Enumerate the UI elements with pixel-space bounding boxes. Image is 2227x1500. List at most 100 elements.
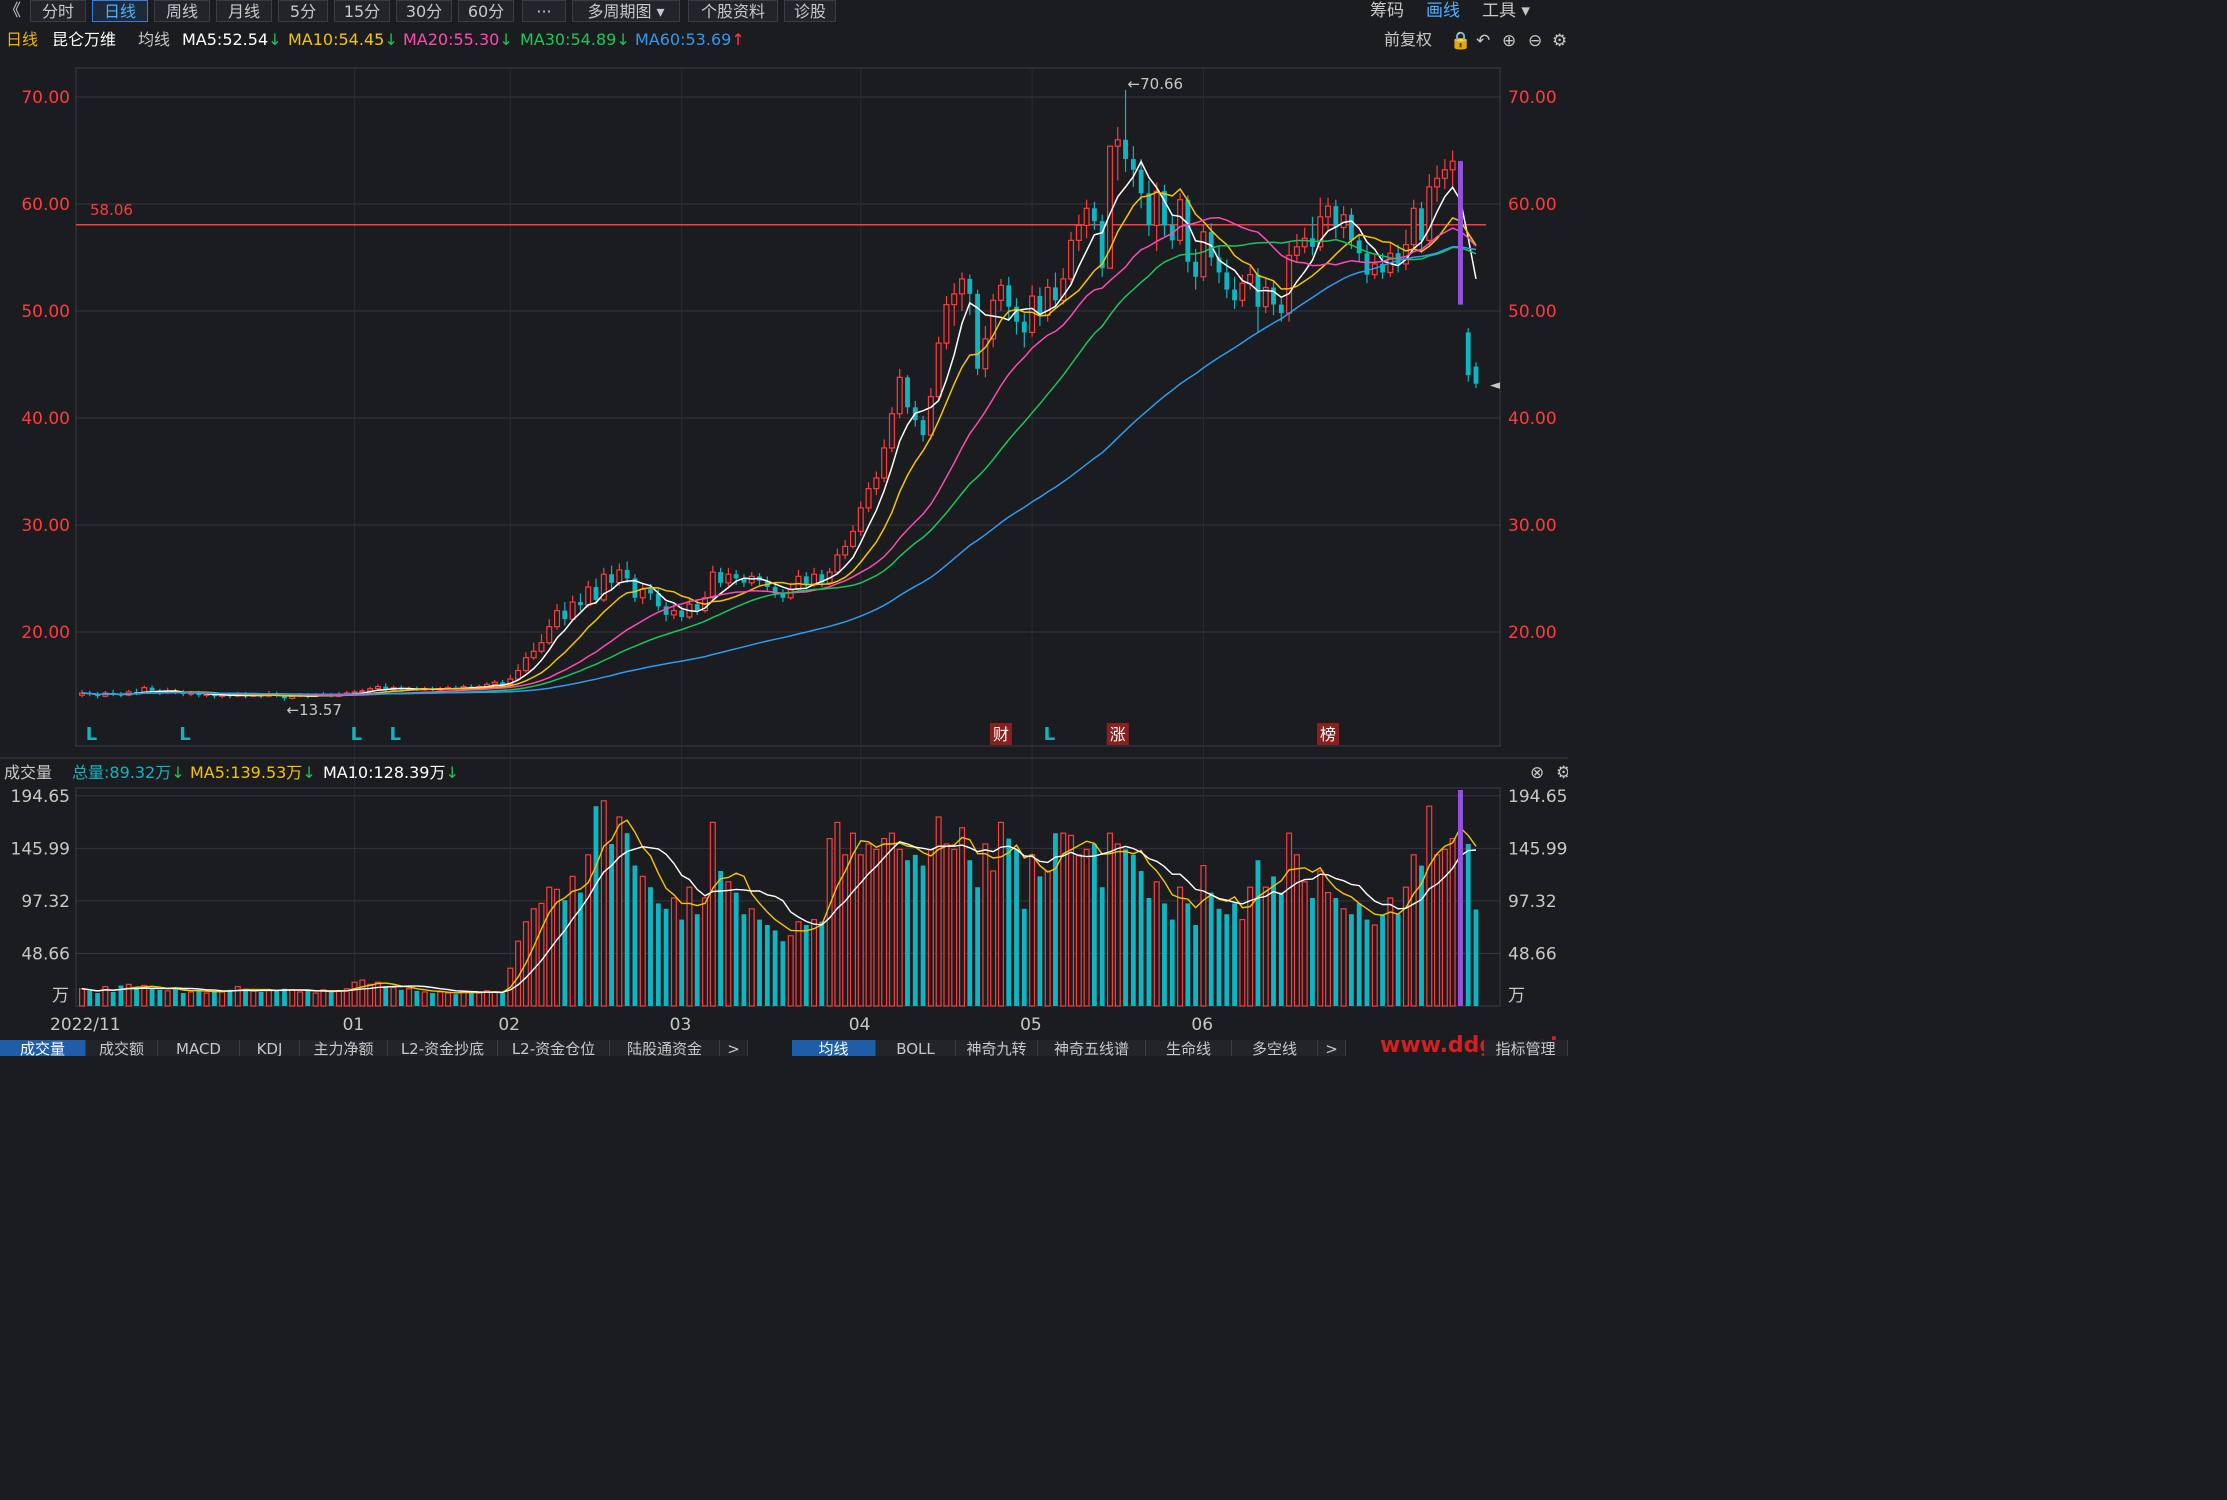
volume-bar — [445, 992, 452, 1007]
volume-bar — [920, 865, 926, 1006]
tab-10[interactable]: 个股资料 — [688, 0, 778, 22]
volume-tick-right: 97.32 — [1508, 892, 1557, 912]
lock-icon[interactable]: 🔒 — [1450, 31, 1471, 51]
tab-1[interactable]: 日线 — [92, 0, 148, 22]
indicator-tab-2[interactable]: MACD — [158, 1040, 240, 1056]
zoom-out-icon[interactable]: ⊖ — [1528, 31, 1542, 51]
indicator-tab-3[interactable]: KDJ — [240, 1040, 300, 1056]
candle-body — [538, 642, 545, 652]
volume-bar — [772, 930, 778, 1006]
undo-icon[interactable]: ↶ — [1476, 31, 1490, 51]
volume-bar — [943, 843, 950, 1007]
tab-7[interactable]: 60分 — [458, 0, 514, 22]
indicator-tab-0[interactable]: 成交量 — [0, 1040, 86, 1056]
price-tick-left: 20.00 — [21, 623, 70, 643]
chevron-right-icon[interactable]: > — [720, 1040, 748, 1056]
toolbar-right-2[interactable]: 工具 ▾ — [1482, 1, 1530, 21]
tab-4[interactable]: 5分 — [278, 0, 328, 22]
toolbar-right-0[interactable]: 筹码 — [1370, 1, 1404, 21]
candle — [1441, 159, 1448, 190]
overlay-tab-1[interactable]: BOLL — [876, 1040, 956, 1056]
tab-2[interactable]: 周线 — [154, 0, 210, 22]
volume-bar — [1364, 919, 1370, 1006]
candle — [834, 548, 841, 575]
candle-body — [1364, 253, 1370, 275]
tab-0[interactable]: 分时 — [30, 0, 86, 22]
volume-bar — [803, 925, 809, 1006]
candle — [1060, 268, 1067, 305]
tab-9[interactable]: 多周期图 ▾ — [572, 0, 680, 22]
price-panel-frame — [75, 67, 1501, 747]
volume-bar — [538, 902, 545, 1007]
adjust-mode[interactable]: 前复权 — [1384, 30, 1433, 49]
indicator-tab-6[interactable]: L2-资金仓位 — [498, 1040, 610, 1056]
close-icon[interactable]: ⊗ — [1530, 763, 1544, 783]
candle-body — [383, 686, 389, 690]
period-toolbar: 《分时 日线 周线 月线 5分 15分 30分 60分 ··· 多周期图 ▾ 个股资料 诊股 筹码 画线 工… — [0, 0, 1568, 24]
candle — [585, 580, 592, 608]
candle-body — [359, 690, 366, 693]
tab-8[interactable]: ··· — [522, 0, 566, 22]
volume-bar — [367, 983, 374, 1007]
volume-bar — [243, 988, 248, 1006]
chevron-right-icon[interactable]: > — [1318, 1040, 1346, 1056]
volume-bar — [1419, 865, 1424, 1006]
tab-5[interactable]: 15分 — [334, 0, 390, 22]
indicator-tab-5[interactable]: L2-资金抄底 — [388, 1040, 498, 1056]
candle-body — [733, 574, 739, 579]
candle — [577, 593, 583, 611]
volume-bar — [967, 860, 973, 1006]
settings-icon[interactable]: ⚙ — [1552, 31, 1567, 51]
volume-bar — [632, 865, 638, 1006]
settings-icon[interactable]: ⚙ — [1556, 763, 1568, 783]
candle — [1310, 216, 1315, 256]
candle — [927, 388, 934, 440]
volume-bar — [1146, 898, 1152, 1006]
overlay-tab-4[interactable]: 生命线 — [1146, 1040, 1232, 1056]
volume-bar — [912, 854, 918, 1006]
candle-body — [1099, 221, 1105, 269]
candle-body — [196, 692, 202, 696]
ma-group-label[interactable]: 均线 — [138, 30, 171, 49]
candle — [741, 574, 747, 588]
volume-bar — [453, 994, 459, 1006]
highlight-candle — [1458, 161, 1463, 305]
toolbar-right-1[interactable]: 画线 — [1426, 1, 1460, 21]
volume-bar — [686, 886, 693, 1007]
kline-chart[interactable]: 70.00 70.00 60.00 60.00 50.00 50.00 40.00 40.00… — [0, 0, 1568, 1056]
volume-bar — [927, 848, 934, 1007]
candle — [554, 604, 561, 630]
indicator-manage-button[interactable]: 指标管理 — [1484, 1040, 1568, 1056]
down-arrow-icon: ↓ — [171, 763, 185, 782]
volume-bar — [1224, 914, 1230, 1006]
candle — [951, 283, 958, 326]
tab-3[interactable]: 月线 — [216, 0, 272, 22]
indicator-tab-4[interactable]: 主力净额 — [300, 1040, 388, 1056]
overlay-tab-3[interactable]: 神奇五线谱 — [1038, 1040, 1146, 1056]
candle-body — [709, 571, 716, 599]
ma60-line — [81, 245, 1477, 696]
volume-bar — [1014, 849, 1019, 1006]
candle — [780, 589, 786, 603]
indicator-tab-7[interactable]: 陆股通资金 — [610, 1040, 720, 1056]
volume-tick-left: 48.66 — [21, 944, 70, 964]
overlay-tab-0[interactable]: 均线 — [792, 1040, 876, 1056]
volume-bar — [1278, 892, 1284, 1006]
volume-bar — [1293, 854, 1300, 1007]
overlay-tab-2[interactable]: 神奇九转 — [956, 1040, 1038, 1056]
tab-6[interactable]: 30分 — [396, 0, 452, 22]
candle-body — [1014, 306, 1019, 322]
chevron-left-icon[interactable]: 《 — [4, 1, 21, 21]
candle — [865, 482, 872, 513]
tab-11[interactable]: 诊股 — [784, 0, 836, 22]
candle-body — [694, 604, 700, 611]
volume-tick-right: 145.99 — [1508, 839, 1567, 859]
zoom-in-icon[interactable]: ⊕ — [1502, 31, 1516, 51]
price-tick-right: 40.00 — [1508, 409, 1557, 429]
candle — [1325, 197, 1332, 230]
overlay-tab-5[interactable]: 多空线 — [1232, 1040, 1318, 1056]
highlight-volume-bar — [1458, 790, 1463, 1006]
volume-bar — [211, 990, 217, 1006]
indicator-tab-1[interactable]: 成交额 — [86, 1040, 158, 1056]
candle — [1037, 287, 1043, 326]
